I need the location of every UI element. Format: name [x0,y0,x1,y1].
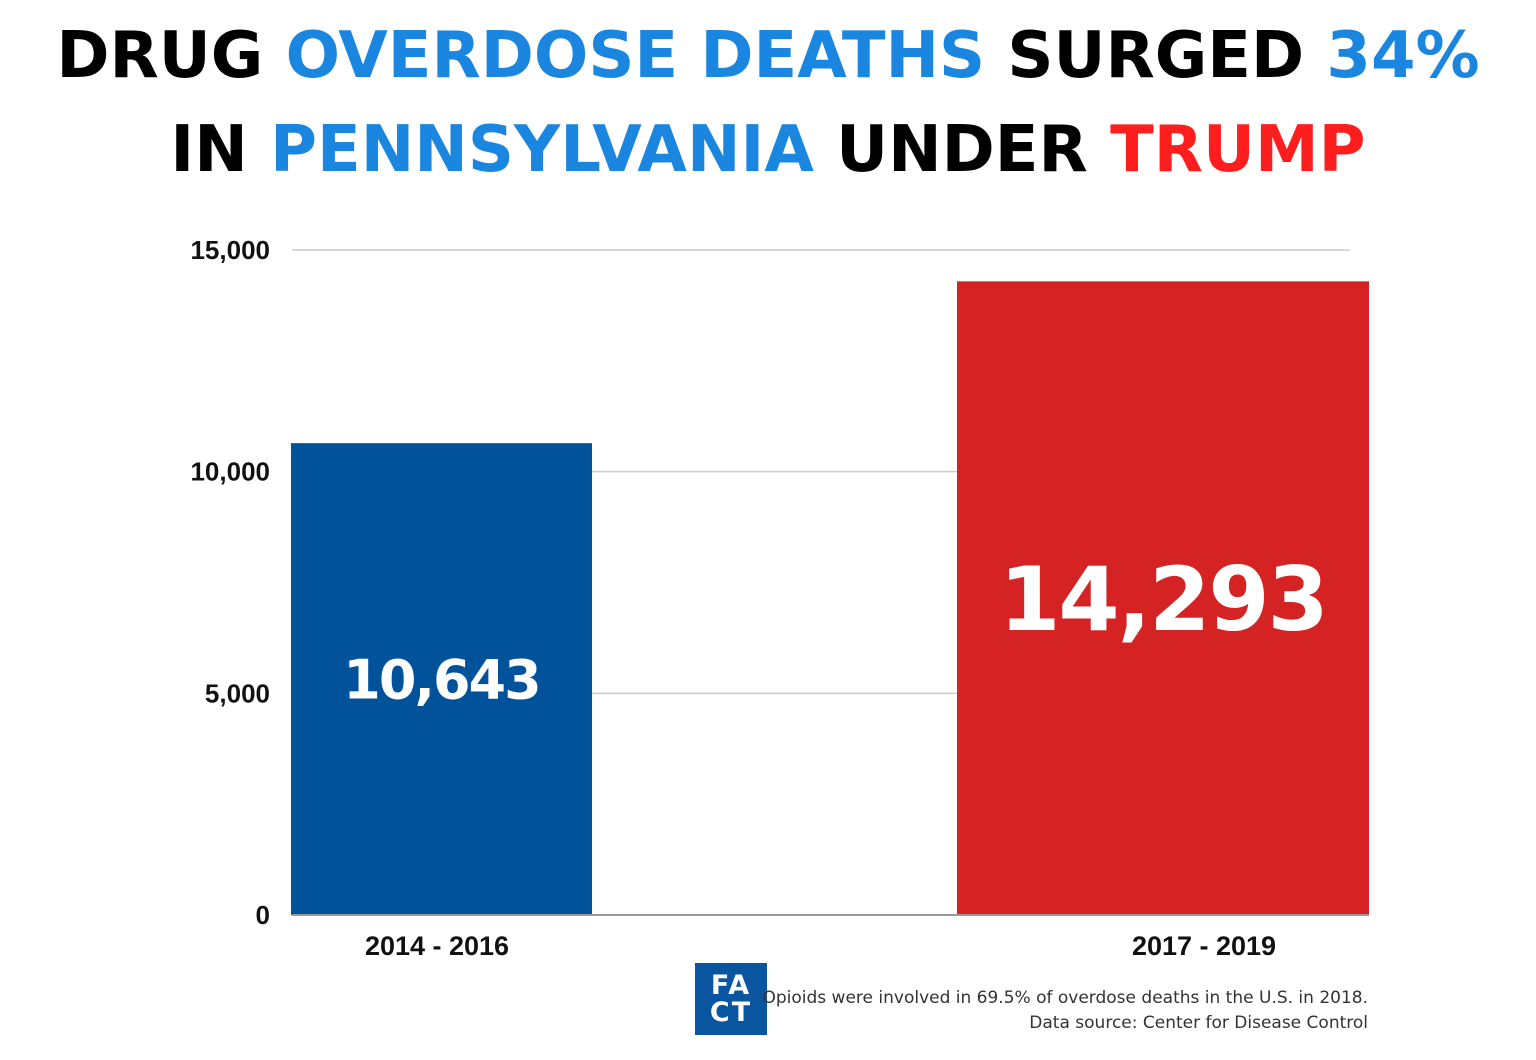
title-segment: 34% [1326,19,1480,93]
title-line-1: DRUG OVERDOSE DEATHS SURGED 34% [0,24,1536,88]
bar-value-label: 14,293 [999,548,1327,651]
footnote: Opioids were involved in 69.5% of overdo… [762,988,1368,1008]
title-segment: UNDER [813,113,1111,187]
bar [957,281,1369,916]
title-segment: IN [170,113,271,187]
y-tick-label: 0 [256,900,270,930]
logo-text-top: FA [710,970,752,1001]
logo-text-bottom: CT [709,997,753,1028]
y-tick-label: 10,000 [190,457,270,487]
fact-logo: FA CT [695,963,767,1035]
title-line-2: IN PENNSYLVANIA UNDER TRUMP [0,118,1536,182]
title-segment: SURGED [985,19,1327,93]
x-tick-label: 2017 - 2019 [1132,931,1276,961]
y-tick-label: 5,000 [205,678,270,708]
bar-value-label: 10,643 [343,649,539,712]
title-segment: PENNSYLVANIA [270,113,814,187]
x-tick-label: 2014 - 2016 [365,931,509,961]
data-source: Data source: Center for Disease Control [1029,1013,1368,1033]
bar [291,443,592,915]
title-segment: TRUMP [1110,113,1366,187]
y-tick-label: 15,000 [190,235,270,265]
title-segment: OVERDOSE DEATHS [285,19,986,93]
title-segment: DRUG [56,19,286,93]
